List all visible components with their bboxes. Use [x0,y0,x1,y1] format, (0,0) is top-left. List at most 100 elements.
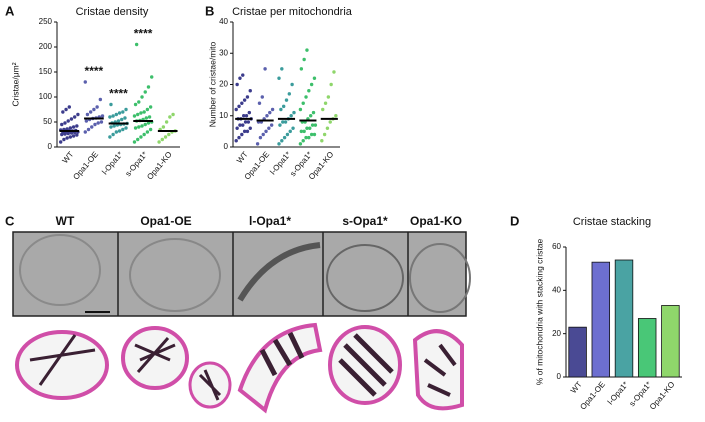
data-point [280,67,284,71]
y-tick-label: 50 [43,117,52,126]
data-point [265,114,269,118]
data-point [88,110,93,114]
panel-letter: C [5,213,15,228]
data-point [60,122,64,127]
x-tick-label: s-Opa1* [123,150,149,178]
x-tick-label: Opa1-KO [145,150,174,182]
data-point [167,132,171,137]
data-point [238,76,242,80]
data-point [150,75,154,79]
significance: **** [85,64,104,78]
data-point [322,132,327,137]
data-point [325,126,330,130]
data-point [305,126,309,130]
panel-label: Opa1-OE [140,214,191,228]
data-point [237,135,241,140]
reconstruction [121,326,189,390]
y-tick-label: 20 [219,80,228,89]
data-point [304,135,308,140]
data-point [62,137,66,142]
data-point [299,67,304,71]
data-point [133,126,138,130]
x-tick-label: Opa1-KO [648,380,677,412]
panel-label: Opa1-KO [410,214,462,228]
y-tick-label: 40 [552,285,561,294]
micrograph-row [12,231,471,317]
x-tick-label: Opa1-OE [71,150,100,182]
data-point [71,134,76,138]
reconstruction [15,330,109,400]
data-point [72,115,77,119]
data-point [136,112,140,117]
data-point [241,73,245,77]
data-point [301,139,305,143]
data-point [140,95,144,99]
data-point [312,76,317,80]
y-tick-label: 200 [39,42,53,51]
data-point [95,105,99,109]
data-point [312,132,317,137]
data-point [112,124,116,128]
data-point [320,139,324,143]
panel-letter: D [510,213,519,228]
chart-title: Cristae stacking [573,216,651,228]
y-tick-label: 10 [219,111,228,120]
data-point [309,132,314,137]
data-point [307,135,311,140]
bar [568,326,587,378]
data-point [67,105,72,109]
data-point [238,123,242,127]
data-point [234,107,238,112]
data-point [100,114,105,118]
data-point [334,114,338,118]
data-point [234,139,238,143]
mito-outline [326,244,404,312]
data-point [142,110,146,114]
data-point [248,126,252,130]
y-tick-label: 100 [39,92,53,101]
data-point [90,125,94,129]
data-point [243,120,248,124]
data-point [235,82,239,87]
y-tick-label: 250 [39,17,53,26]
data-point [242,129,247,134]
data-point [69,117,74,121]
data-point [66,119,70,123]
data-point [109,125,113,129]
data-point [244,114,249,118]
data-point [75,133,79,137]
data-point [255,142,260,146]
data-point [261,132,265,137]
x-tick-label: WT [61,150,76,165]
data-point [329,82,333,87]
data-point [270,107,275,112]
data-point [298,107,303,112]
data-point [309,114,313,118]
data-point [246,120,251,124]
cristae [423,343,457,397]
data-point [137,125,141,129]
data-point [332,70,336,74]
data-point [76,112,80,117]
mito-outline [19,234,101,306]
data-point [313,123,318,127]
data-point [157,140,161,144]
bar [637,318,657,378]
data-point [285,132,290,137]
data-point [311,110,316,115]
data-point [146,121,151,125]
y-axis-label: Number of cristae/mito [207,41,217,127]
data-point [92,107,96,112]
data-point [98,97,103,102]
data-point [68,135,73,139]
reconstruction-row [15,322,464,414]
data-point [144,116,149,120]
data-point [116,119,121,123]
cristae [29,334,96,386]
data-point [132,114,137,118]
data-point [240,101,244,105]
data-point [64,107,68,112]
data-point [120,117,124,122]
data-point [61,110,65,114]
data-point [301,101,305,105]
